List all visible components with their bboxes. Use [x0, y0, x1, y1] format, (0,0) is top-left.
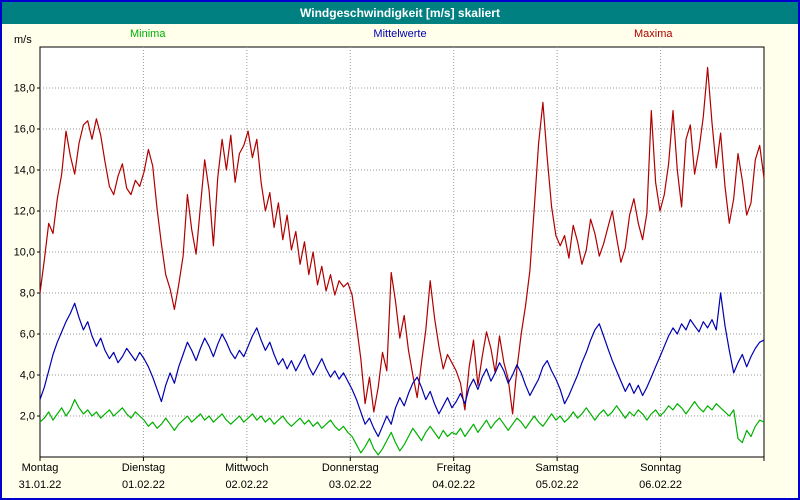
y-tick-label: 4,0	[20, 370, 35, 382]
x-date-label: 01.02.22	[122, 479, 165, 491]
legend-maxima: Maxima	[634, 28, 673, 40]
chart-legend: Minima Mittelwerte Maxima	[2, 28, 798, 44]
minima-line	[39, 399, 765, 456]
x-date-label: 06.02.22	[639, 479, 682, 491]
title-bar: Windgeschwindigkeit [m/s] skaliert	[2, 2, 798, 24]
y-tick-label: 6,0	[20, 329, 35, 341]
x-day-label: Dienstag	[122, 462, 165, 474]
maxima-line	[39, 66, 765, 415]
y-tick-label: 14,0	[14, 165, 35, 177]
x-date-label: 05.02.22	[536, 479, 579, 491]
legend-minima: Minima	[130, 28, 166, 40]
legend-mittelwerte: Mittelwerte	[373, 28, 427, 40]
x-day-label: Montag	[22, 462, 59, 474]
x-date-label: 03.02.22	[329, 479, 372, 491]
y-axis-unit-label: m/s	[14, 34, 32, 46]
mittelwerte-line	[39, 292, 765, 438]
wind-speed-chart: 2,0 4,0 6,0 8,0 10,0 12,0 14,0 16,0 18,0 m/s Monta…	[14, 34, 765, 491]
y-tick-label: 16,0	[14, 124, 35, 136]
y-tick-label: 8,0	[20, 288, 35, 300]
x-day-label: Freitag	[437, 462, 471, 474]
x-date-label: 04.02.22	[432, 479, 475, 491]
y-tick-label: 12,0	[14, 206, 35, 218]
y-tick-label: 10,0	[14, 247, 35, 259]
x-day-label: Donnerstag	[322, 462, 379, 474]
y-tick-label: 2,0	[20, 411, 35, 423]
y-tick-label: 18,0	[14, 83, 35, 95]
chart-title: Windgeschwindigkeit [m/s] skaliert	[300, 6, 500, 20]
x-date-label: 02.02.22	[225, 479, 268, 491]
x-day-label: Sonntag	[640, 462, 681, 474]
x-day-label: Samstag	[535, 462, 578, 474]
x-day-label: Mittwoch	[225, 462, 268, 474]
x-date-label: 31.01.22	[19, 479, 62, 491]
